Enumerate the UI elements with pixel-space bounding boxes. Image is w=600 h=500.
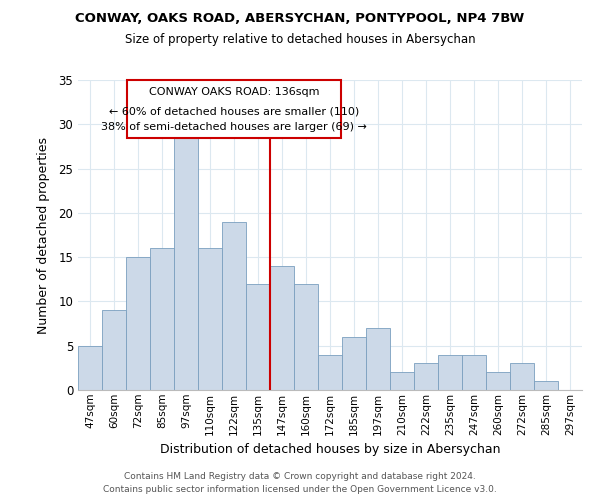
Bar — [102, 310, 126, 390]
Text: Contains public sector information licensed under the Open Government Licence v3: Contains public sector information licen… — [103, 485, 497, 494]
Bar — [414, 364, 438, 390]
X-axis label: Distribution of detached houses by size in Abersychan: Distribution of detached houses by size … — [160, 443, 500, 456]
Bar — [342, 337, 366, 390]
Bar — [462, 354, 486, 390]
Y-axis label: Number of detached properties: Number of detached properties — [37, 136, 50, 334]
Bar — [510, 364, 534, 390]
Bar — [318, 354, 342, 390]
Bar — [294, 284, 318, 390]
Text: CONWAY, OAKS ROAD, ABERSYCHAN, PONTYPOOL, NP4 7BW: CONWAY, OAKS ROAD, ABERSYCHAN, PONTYPOOL… — [76, 12, 524, 26]
Bar — [390, 372, 414, 390]
Bar — [78, 346, 102, 390]
Bar — [126, 257, 150, 390]
Bar — [366, 328, 390, 390]
Bar — [222, 222, 246, 390]
Text: Contains HM Land Registry data © Crown copyright and database right 2024.: Contains HM Land Registry data © Crown c… — [124, 472, 476, 481]
Text: CONWAY OAKS ROAD: 136sqm: CONWAY OAKS ROAD: 136sqm — [149, 88, 319, 98]
Bar — [438, 354, 462, 390]
Bar — [534, 381, 558, 390]
Text: 38% of semi-detached houses are larger (69) →: 38% of semi-detached houses are larger (… — [101, 122, 367, 132]
Text: Size of property relative to detached houses in Abersychan: Size of property relative to detached ho… — [125, 32, 475, 46]
FancyBboxPatch shape — [127, 80, 341, 138]
Bar — [246, 284, 270, 390]
Bar — [174, 133, 198, 390]
Bar — [486, 372, 510, 390]
Bar — [150, 248, 174, 390]
Bar — [270, 266, 294, 390]
Bar — [198, 248, 222, 390]
Text: ← 60% of detached houses are smaller (110): ← 60% of detached houses are smaller (11… — [109, 106, 359, 116]
